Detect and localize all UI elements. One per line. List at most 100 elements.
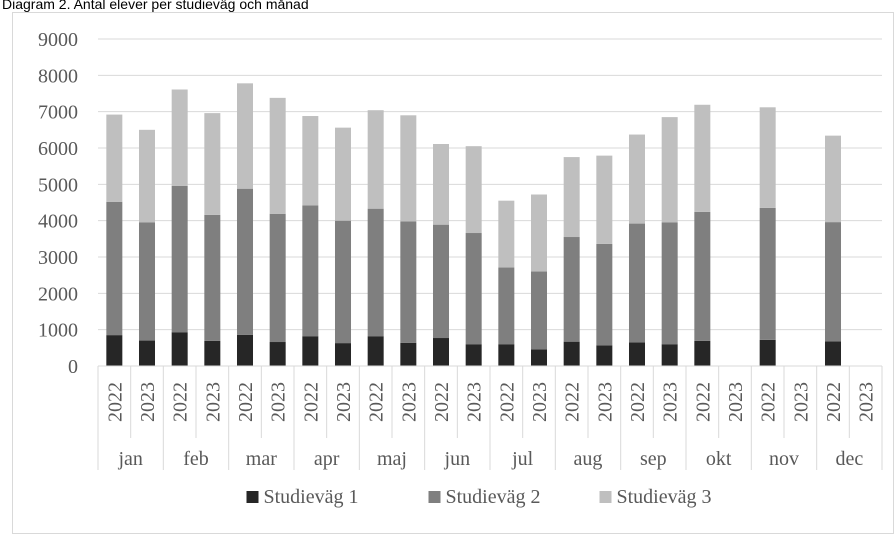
year-tick-label: 2023: [660, 382, 682, 422]
bar-segment: [269, 97, 286, 214]
bar-segment: [498, 200, 515, 268]
bar-segment: [334, 343, 352, 366]
y-tick-label: 4000: [38, 211, 78, 233]
legend-label: Studieväg 1: [264, 486, 359, 508]
bar-segment: [824, 135, 842, 223]
bar-segment: [694, 104, 711, 212]
year-tick-label: 2022: [823, 382, 845, 422]
bar-segment: [628, 342, 646, 366]
bar-segment: [400, 342, 417, 366]
month-tick-label: feb: [183, 448, 209, 470]
bar-segment: [138, 340, 156, 366]
bar-segment: [759, 339, 776, 366]
bar-segment: [400, 115, 417, 222]
bar-segment: [432, 338, 450, 366]
month-tick-label: jul: [511, 448, 534, 470]
legend-swatch: [246, 491, 259, 503]
month-tick-label: jan: [117, 448, 142, 470]
legend-label: Studieväg 2: [446, 486, 541, 508]
bar-segment: [596, 155, 613, 244]
y-tick-label: 3000: [38, 247, 78, 269]
bar-segment: [204, 340, 221, 366]
year-tick-label: 2022: [170, 382, 192, 422]
bar-segment: [269, 213, 286, 343]
year-tick-label: 2022: [758, 382, 780, 422]
year-tick-label: 2023: [202, 382, 224, 422]
month-tick-label: nov: [769, 448, 799, 470]
year-tick-label: 2023: [333, 382, 355, 422]
y-tick-label: 2000: [38, 283, 78, 305]
year-tick-label: 2023: [529, 382, 551, 422]
bar-segment: [302, 205, 319, 337]
bar-segment: [236, 334, 254, 366]
bar-segment: [138, 129, 156, 223]
month-tick-label: apr: [314, 448, 340, 470]
bar-segment: [204, 214, 221, 341]
bar-segment: [759, 107, 776, 208]
month-tick-label: okt: [706, 448, 732, 470]
bar-segment: [563, 341, 580, 366]
year-tick-label: 2023: [856, 382, 878, 422]
bar-segment: [530, 271, 548, 350]
bar-segment: [302, 116, 319, 206]
year-tick-label: 2022: [562, 382, 584, 422]
bar-segment: [563, 237, 580, 342]
bar-segment: [530, 194, 548, 272]
bar-segment: [171, 89, 188, 186]
bar-segment: [465, 233, 482, 345]
bar-segment: [661, 117, 678, 223]
bar-segment: [171, 185, 188, 333]
year-tick-label: 2023: [398, 382, 420, 422]
y-tick-label: 8000: [38, 65, 78, 87]
bar-segment: [432, 224, 450, 339]
bar-segment: [269, 342, 286, 366]
bar-segment: [498, 344, 515, 366]
y-tick-label: 9000: [38, 29, 78, 51]
bar-segment: [824, 222, 842, 342]
bar-segment: [236, 188, 254, 335]
bar-segment: [400, 221, 417, 343]
year-tick-label: 2023: [464, 382, 486, 422]
legend-swatch: [428, 491, 441, 503]
bar-segment: [106, 335, 123, 366]
year-tick-label: 2022: [496, 382, 518, 422]
bar-segment: [367, 208, 384, 337]
year-tick-label: 2022: [431, 382, 453, 422]
bar-segment: [628, 223, 646, 343]
month-tick-label: mar: [246, 448, 277, 470]
bar-segment: [661, 344, 678, 366]
bar-segment: [628, 134, 646, 224]
bar-segment: [302, 336, 319, 366]
year-tick-label: 2022: [300, 382, 322, 422]
bar-segment: [563, 157, 580, 238]
bar-segment: [204, 113, 221, 215]
bar-segment: [694, 211, 711, 341]
bar-segment: [661, 222, 678, 345]
legend-label: Studieväg 3: [617, 486, 712, 508]
bar-segment: [596, 243, 613, 346]
month-tick-label: aug: [574, 448, 603, 470]
bar-segment: [432, 144, 450, 225]
bar-segment: [367, 336, 384, 366]
year-tick-label: 2023: [725, 382, 747, 422]
year-tick-label: 2022: [627, 382, 649, 422]
bar-segment: [334, 127, 352, 221]
bar-segment: [759, 207, 776, 340]
bar-segment: [824, 341, 842, 366]
bar-segment: [498, 267, 515, 345]
year-tick-label: 2023: [268, 382, 290, 422]
year-tick-label: 2022: [104, 382, 126, 422]
chart-frame: [12, 12, 894, 534]
year-tick-label: 2022: [235, 382, 257, 422]
year-tick-label: 2022: [692, 382, 714, 422]
year-tick-label: 2023: [790, 382, 812, 422]
y-tick-label: 7000: [38, 102, 78, 124]
month-tick-label: dec: [835, 448, 863, 470]
month-tick-label: maj: [377, 448, 407, 470]
bar-segment: [367, 110, 384, 209]
bar-segment: [465, 146, 482, 234]
month-tick-label: sep: [640, 448, 667, 470]
month-tick-label: jun: [444, 448, 471, 470]
bar-segment: [106, 114, 123, 202]
